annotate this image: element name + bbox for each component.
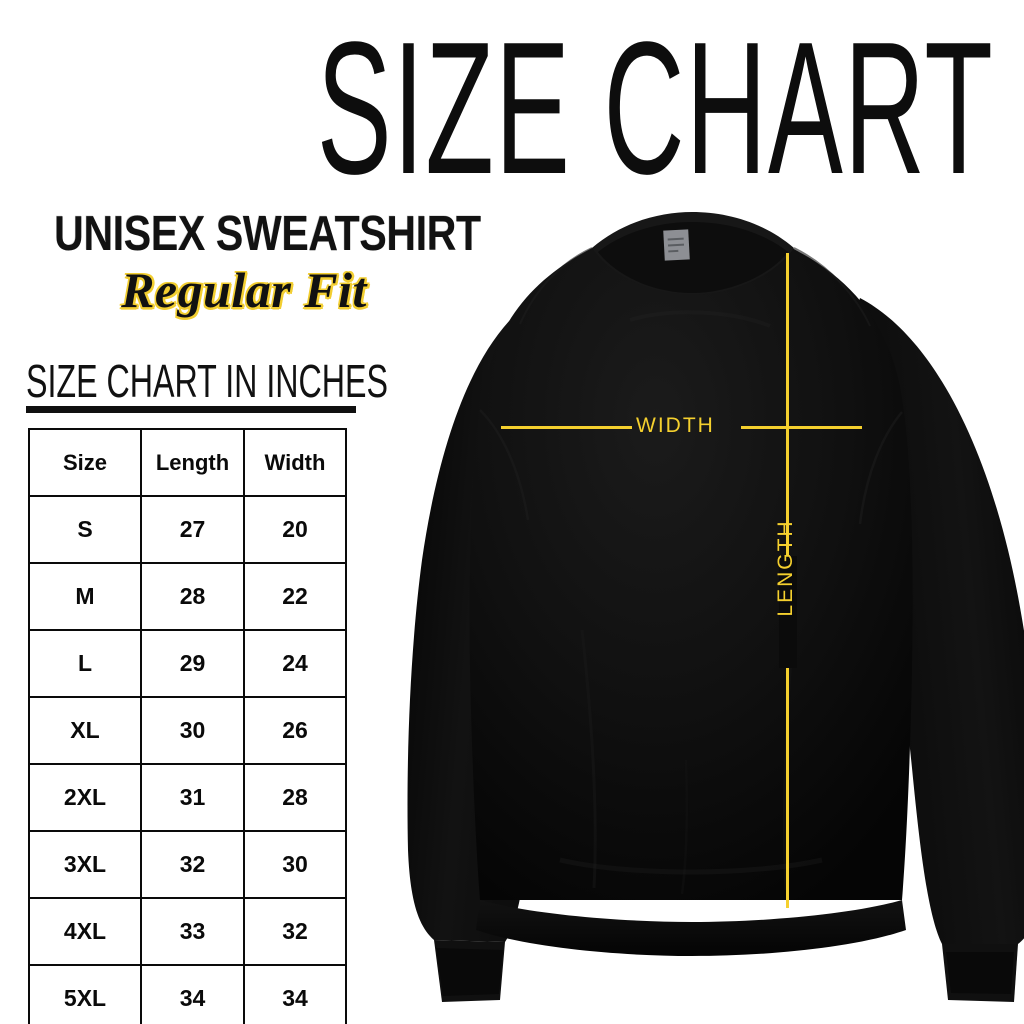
cell-size: L <box>28 629 142 698</box>
tag-text-line <box>667 237 684 241</box>
width-measure-line-right <box>741 426 862 429</box>
cell-size: 2XL <box>28 763 142 832</box>
table-row: 5XL 34 34 <box>28 964 347 1024</box>
table-row: 4XL 33 32 <box>28 897 347 966</box>
sweatshirt-image <box>330 200 1024 1024</box>
column-header-size: Size <box>28 428 142 497</box>
table-row: S 27 20 <box>28 495 347 564</box>
cell-width: 28 <box>243 763 347 832</box>
caption-underline-rule <box>26 406 356 413</box>
tag-text-line <box>667 243 685 247</box>
cell-length: 32 <box>140 830 245 899</box>
cell-size: 5XL <box>28 964 142 1024</box>
size-table: Size Length Width S 27 20 M 28 22 L 29 2… <box>28 428 347 1024</box>
table-row: XL 30 26 <box>28 696 347 765</box>
cell-length: 34 <box>140 964 245 1024</box>
cell-width: 32 <box>243 897 347 966</box>
table-caption-block: SIZE CHART IN INCHES <box>26 355 389 413</box>
cell-length: 30 <box>140 696 245 765</box>
table-row: 3XL 32 30 <box>28 830 347 899</box>
width-measure-line-left <box>501 426 632 429</box>
cell-width: 34 <box>243 964 347 1024</box>
cell-width: 20 <box>243 495 347 564</box>
column-header-length: Length <box>140 428 245 497</box>
cell-length: 33 <box>140 897 245 966</box>
fabric-fold <box>680 759 689 895</box>
column-header-width: Width <box>243 428 347 497</box>
neck-label-tag <box>663 229 690 261</box>
collar-inner <box>598 222 788 293</box>
right-armhole-seam <box>858 411 903 525</box>
cell-width: 26 <box>243 696 347 765</box>
cell-length: 29 <box>140 629 245 698</box>
length-measure-label: LENGTH <box>774 519 797 617</box>
page-title: SIZE CHART <box>316 2 995 214</box>
chest-highlight <box>629 310 771 328</box>
right-cuff-ribbing <box>946 952 1014 994</box>
right-shoulder-seam <box>793 247 871 327</box>
table-row: 2XL 31 28 <box>28 763 347 832</box>
left-cuff-ribbing <box>436 948 503 996</box>
table-header-row: Size Length Width <box>28 428 347 497</box>
length-label-backdrop <box>779 556 797 668</box>
left-armhole-seam <box>479 409 530 521</box>
cell-size: 3XL <box>28 830 142 899</box>
table-row: L 29 24 <box>28 629 347 698</box>
fit-type-heading: Regular Fit <box>121 262 367 318</box>
product-name-heading: UNISEX SWEATSHIRT <box>54 207 481 261</box>
width-measure-label: WIDTH <box>636 414 715 437</box>
table-row: M 28 22 <box>28 562 347 631</box>
cell-size: S <box>28 495 142 564</box>
fabric-fold <box>782 639 794 891</box>
sweatshirt-body <box>469 216 913 900</box>
cell-length: 27 <box>140 495 245 564</box>
cell-length: 28 <box>140 562 245 631</box>
tag-text-line <box>668 249 679 253</box>
cell-length: 31 <box>140 763 245 832</box>
cell-width: 30 <box>243 830 347 899</box>
cell-size: 4XL <box>28 897 142 966</box>
left-shoulder-seam <box>519 247 593 325</box>
table-caption: SIZE CHART IN INCHES <box>26 355 389 407</box>
bottom-hem <box>476 900 906 956</box>
cell-size: M <box>28 562 142 631</box>
cell-width: 22 <box>243 562 347 631</box>
hem-highlight <box>559 857 823 875</box>
fabric-fold <box>580 629 597 889</box>
cell-size: XL <box>28 696 142 765</box>
cell-width: 24 <box>243 629 347 698</box>
